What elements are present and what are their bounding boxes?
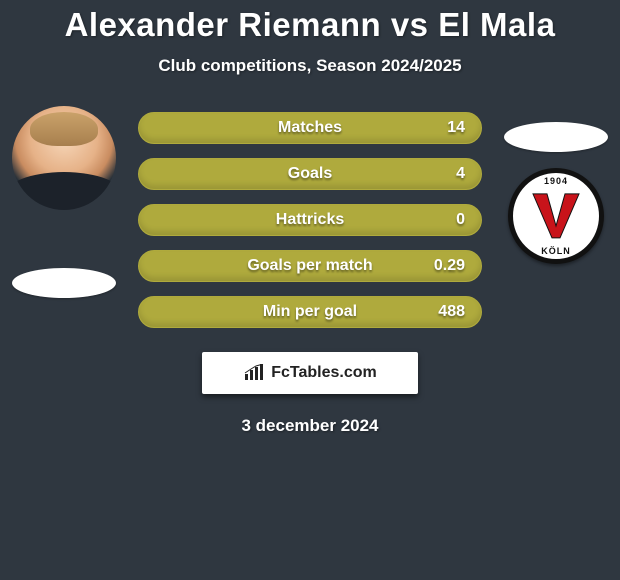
comparison-row: Matches 14 Goals 4 Hattricks 0 Goals per… bbox=[0, 110, 620, 328]
stat-bar-hattricks: Hattricks 0 bbox=[138, 204, 482, 236]
player-left-club-logo bbox=[12, 268, 116, 298]
barchart-icon bbox=[243, 364, 265, 382]
stat-value-right: 14 bbox=[447, 119, 465, 137]
stat-value-right: 488 bbox=[438, 303, 465, 321]
stat-bar-matches: Matches 14 bbox=[138, 112, 482, 144]
brand-card: FcTables.com bbox=[202, 352, 418, 394]
stat-bar-goals-per-match: Goals per match 0.29 bbox=[138, 250, 482, 282]
stats-bars: Matches 14 Goals 4 Hattricks 0 Goals per… bbox=[138, 112, 482, 328]
badge-bottom-text: KÖLN bbox=[513, 246, 599, 256]
page-subtitle: Club competitions, Season 2024/2025 bbox=[0, 56, 620, 76]
player-right-column: 1904 KÖLN bbox=[500, 110, 612, 264]
page-title: Alexander Riemann vs El Mala bbox=[0, 6, 620, 44]
badge-year: 1904 bbox=[513, 176, 599, 186]
stat-label: Matches bbox=[278, 119, 342, 137]
player-left-photo bbox=[12, 106, 116, 210]
player-right-club-badge: 1904 KÖLN bbox=[508, 168, 604, 264]
stat-label: Min per goal bbox=[263, 303, 357, 321]
player-left-column bbox=[8, 110, 120, 298]
stat-value-right: 0.29 bbox=[434, 257, 465, 275]
comparison-card: Alexander Riemann vs El Mala Club compet… bbox=[0, 0, 620, 436]
stat-bar-goals: Goals 4 bbox=[138, 158, 482, 190]
stat-label: Goals per match bbox=[247, 257, 372, 275]
badge-v-icon bbox=[529, 188, 583, 242]
stat-label: Hattricks bbox=[276, 211, 344, 229]
stat-bar-min-per-goal: Min per goal 488 bbox=[138, 296, 482, 328]
stat-label: Goals bbox=[288, 165, 332, 183]
stat-value-right: 0 bbox=[456, 211, 465, 229]
brand-text: FcTables.com bbox=[271, 364, 377, 382]
footer-date: 3 december 2024 bbox=[0, 416, 620, 436]
player-right-header-logo bbox=[504, 122, 608, 152]
stat-value-right: 4 bbox=[456, 165, 465, 183]
